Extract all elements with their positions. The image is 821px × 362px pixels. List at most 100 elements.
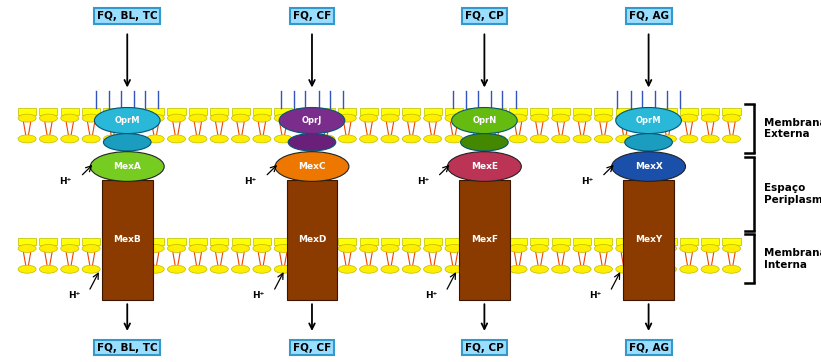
Ellipse shape [288,134,336,151]
Circle shape [253,265,271,273]
Bar [722,108,741,114]
Bar [623,180,674,300]
Circle shape [146,265,164,273]
Circle shape [296,265,314,273]
Circle shape [338,244,356,252]
Bar [509,108,527,114]
Text: OprN: OprN [472,116,497,125]
Circle shape [232,244,250,252]
Bar [338,239,356,245]
Text: H⁺: H⁺ [417,177,429,185]
Circle shape [680,114,698,122]
Circle shape [445,114,463,122]
Bar [402,239,420,245]
Circle shape [274,114,292,122]
Bar [253,239,271,245]
Circle shape [39,114,57,122]
Bar [722,239,741,245]
Bar [530,239,548,245]
Bar [274,108,292,114]
Bar [424,239,442,245]
Circle shape [296,244,314,252]
Bar [488,239,506,245]
Circle shape [530,114,548,122]
Circle shape [381,244,399,252]
Bar [338,108,356,114]
Circle shape [317,244,335,252]
Circle shape [18,114,36,122]
Text: H⁺: H⁺ [581,177,593,185]
Text: H⁺: H⁺ [253,291,264,300]
Bar [210,108,228,114]
Bar [701,108,719,114]
Text: MexF: MexF [471,235,498,244]
Text: H⁺: H⁺ [425,291,437,300]
Bar [146,108,164,114]
Circle shape [530,135,548,143]
Circle shape [701,114,719,122]
Circle shape [509,114,527,122]
Circle shape [39,265,57,273]
Circle shape [488,244,506,252]
Circle shape [82,114,100,122]
Ellipse shape [612,152,686,181]
Circle shape [82,135,100,143]
Bar [658,239,677,245]
Text: Membrana
Interna: Membrana Interna [764,248,821,270]
Circle shape [317,114,335,122]
Circle shape [594,135,612,143]
Bar [360,108,378,114]
Circle shape [338,114,356,122]
Circle shape [381,135,399,143]
Circle shape [296,114,314,122]
Bar [680,108,698,114]
Circle shape [680,135,698,143]
Circle shape [232,114,250,122]
Bar [680,239,698,245]
Circle shape [488,265,506,273]
Circle shape [125,244,143,252]
Ellipse shape [103,134,151,151]
Circle shape [167,114,186,122]
Bar [466,108,484,114]
Ellipse shape [279,108,345,134]
Circle shape [360,135,378,143]
Bar [61,239,79,245]
Circle shape [402,265,420,273]
Bar [424,108,442,114]
Circle shape [466,135,484,143]
Bar [296,239,314,245]
Circle shape [18,135,36,143]
Circle shape [61,135,79,143]
Bar [16,108,751,149]
Circle shape [381,265,399,273]
Circle shape [210,244,228,252]
Circle shape [658,114,677,122]
Circle shape [637,244,655,252]
Text: OprM: OprM [114,116,140,125]
Circle shape [488,135,506,143]
Circle shape [552,114,570,122]
Bar [16,238,751,280]
Text: FQ, BL, TC: FQ, BL, TC [97,342,158,353]
Circle shape [253,114,271,122]
Text: FQ, CF: FQ, CF [293,342,331,353]
Circle shape [573,244,591,252]
Circle shape [274,244,292,252]
Bar [232,239,250,245]
Circle shape [573,265,591,273]
Circle shape [103,114,122,122]
Circle shape [509,244,527,252]
Circle shape [39,244,57,252]
Ellipse shape [94,108,160,134]
Circle shape [402,114,420,122]
Circle shape [189,244,207,252]
Bar [189,108,207,114]
Circle shape [701,135,719,143]
Circle shape [466,265,484,273]
Circle shape [210,114,228,122]
Circle shape [552,244,570,252]
Ellipse shape [625,134,672,151]
Text: MexC: MexC [298,162,326,171]
Circle shape [701,244,719,252]
